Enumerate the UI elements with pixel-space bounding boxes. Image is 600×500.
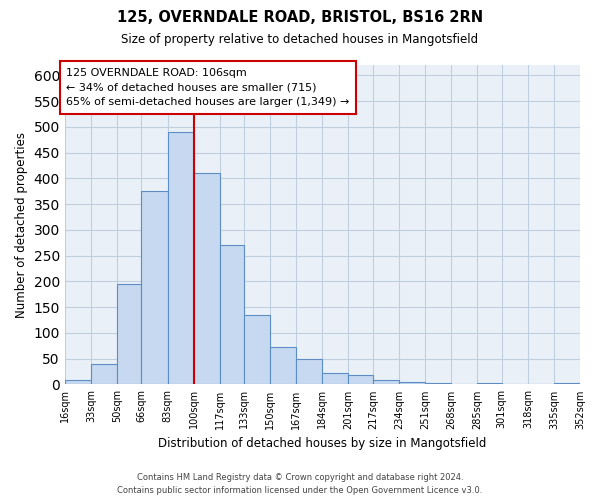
Bar [220,246,244,384]
Bar [65,380,91,384]
Text: 125 OVERNDALE ROAD: 106sqm
← 34% of detached houses are smaller (715)
65% of sem: 125 OVERNDALE ROAD: 106sqm ← 34% of deta… [67,68,350,107]
Bar [270,347,296,385]
Bar [296,358,322,384]
Bar [349,375,373,384]
Bar [142,191,167,384]
Bar [91,364,117,384]
Bar [117,284,142,384]
Bar [554,383,580,384]
Bar [194,173,220,384]
Bar [322,373,349,384]
Bar [167,132,194,384]
Bar [244,315,270,384]
Bar [399,382,425,384]
Text: 125, OVERNDALE ROAD, BRISTOL, BS16 2RN: 125, OVERNDALE ROAD, BRISTOL, BS16 2RN [117,10,483,25]
Text: Contains HM Land Registry data © Crown copyright and database right 2024.
Contai: Contains HM Land Registry data © Crown c… [118,474,482,495]
X-axis label: Distribution of detached houses by size in Mangotsfield: Distribution of detached houses by size … [158,437,487,450]
Bar [373,380,399,384]
Y-axis label: Number of detached properties: Number of detached properties [15,132,28,318]
Text: Size of property relative to detached houses in Mangotsfield: Size of property relative to detached ho… [121,32,479,46]
Bar [477,383,502,384]
